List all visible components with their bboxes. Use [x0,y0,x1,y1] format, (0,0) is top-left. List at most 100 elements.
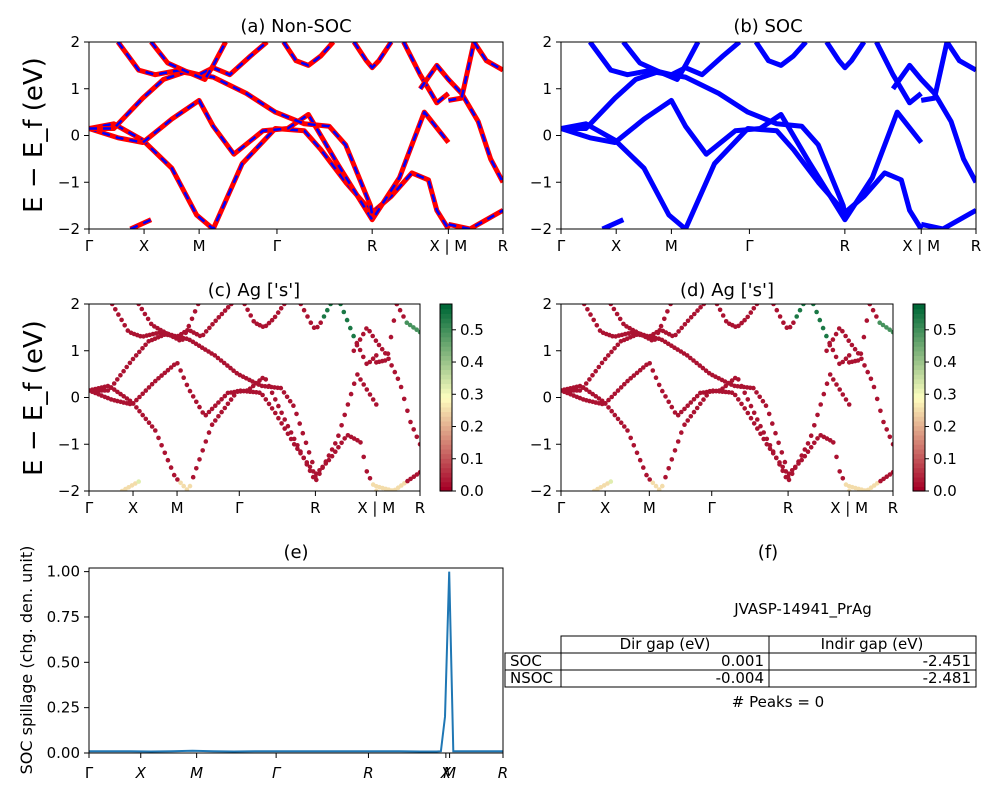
projected-band-point [679,409,684,415]
panel-a-ylabel: E − E_f (eV) [19,57,49,213]
projected-band-point [682,406,687,412]
projected-band-point [840,476,846,481]
projected-band-point [793,465,798,471]
colorbar-segment [913,453,925,459]
colorbar-segment [913,439,925,445]
projected-band-point [827,372,833,377]
projected-band-point [609,394,614,400]
colorbar-segment [913,369,925,375]
table-row-nsoc-indir: -2.481 [923,669,971,687]
projected-band-point [134,397,139,403]
colorbar-segment [440,332,452,338]
projected-band-point [137,349,142,355]
panel-d-xtick-label: X | M [830,499,868,517]
projected-band-point [203,439,209,444]
projected-band-point [269,317,275,323]
projected-band-point [862,363,867,368]
colorbar-segment [440,374,452,380]
colorbar-segment [913,481,925,487]
colorbar-segment [440,355,452,361]
projected-band-point [653,375,659,381]
soc-band-line [601,217,625,229]
projected-band-point [417,442,420,447]
projected-band-point [358,440,363,445]
colorbar-segment [913,332,925,338]
projected-band-point [688,400,694,405]
colorbar-segment [440,327,452,333]
colorbar-tick-label: 0.3 [933,385,957,403]
soc-band-line [561,121,924,229]
projected-band-point [580,385,586,391]
colorbar-tick-label: 0.3 [460,385,484,403]
projected-band-point [370,397,376,402]
projected-band-point [704,393,709,398]
projected-band-point [815,412,820,418]
projected-band-point [203,412,209,418]
colorbar-segment [913,364,925,371]
projected-band-point [858,351,864,357]
projected-band-point [351,348,357,354]
projected-band-point [307,468,313,474]
projected-band-point [133,481,138,486]
colorbar-segment [913,462,925,469]
colorbar-segment [913,420,925,427]
projected-band-point [565,388,570,393]
projected-band-point [577,388,583,393]
projected-band-point [849,342,855,348]
projected-band-point [192,309,198,314]
projected-band-point [777,462,782,467]
projected-band-point [754,390,759,395]
projected-band-point [593,394,599,399]
panel-e-title: (e) [283,542,308,563]
projected-band-point [382,358,388,363]
projected-band-point [113,307,118,312]
projected-band-point [374,402,379,407]
projected-band-point [228,397,234,402]
nsoc-band-line [281,42,336,68]
projected-band-point [814,309,819,315]
projected-band-point [660,483,665,489]
projected-band-point [720,386,725,392]
panel-a-xtick-label: R [367,237,377,255]
projected-band-point [834,454,839,460]
soc-band-dashed-line [402,42,450,105]
panel-d-title: (d) Ag ['s'] [680,280,774,301]
projected-band-point [146,385,152,390]
projected-band-point [336,433,341,439]
projected-band-point [656,382,662,388]
soc-band-dashed-line [282,42,335,67]
projected-band-point [859,356,864,362]
projected-band-point [121,394,126,399]
projected-band-point [295,446,300,452]
projected-band-point [805,441,811,446]
soc-band-dashed-line [352,42,393,69]
panel-d-xtick-label: X [600,499,610,517]
panel-e-xtick-label: M [190,764,203,782]
projected-band-point [165,457,171,463]
panel-b-frame [560,41,977,230]
projected-band-point [691,409,697,415]
projected-band-point [266,401,272,407]
projected-band-point [787,324,793,330]
projected-band-point [222,393,228,399]
projected-band-point [669,404,675,410]
panel-a-title: (a) Non-SOC [240,16,351,37]
projected-band-point [278,306,284,311]
projected-band-point [796,459,801,464]
table-col-dir: Dir gap (eV) [620,635,711,653]
colorbar-segment [440,369,452,375]
panel-a-xtick-label: Γ [85,237,94,255]
projected-band-point [142,311,148,317]
panel-c-ytick-label: 0 [70,389,80,407]
projected-band-point [153,428,158,433]
projected-band-point [317,468,322,473]
colorbar-segment [440,364,452,371]
projected-band-point [846,338,851,344]
projected-band-point [374,353,379,358]
projected-band-point [694,360,699,366]
projected-band-point [867,304,873,307]
projected-band-point [408,476,413,482]
panel-a-ytick-label: 0 [70,127,80,145]
projected-band-point [890,442,893,447]
soc-band-line [561,69,848,216]
